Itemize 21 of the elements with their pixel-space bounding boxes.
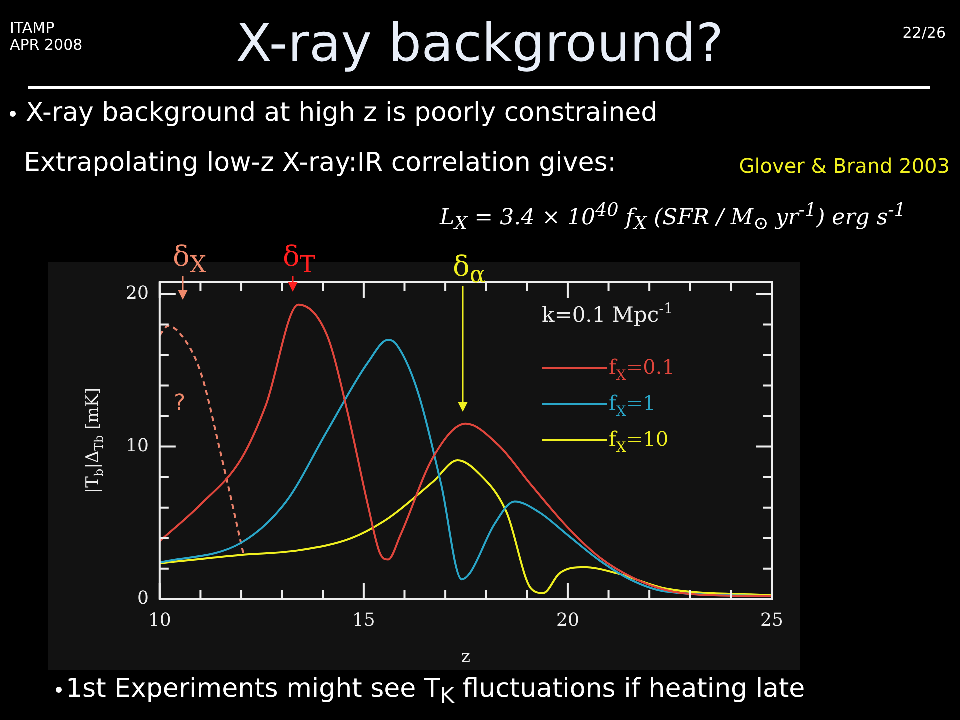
chart-title: X-ray background? (236, 14, 724, 74)
y-tick-label: 10 (126, 435, 149, 456)
y-axis-title: |Tb|ΔTb [mK] (82, 388, 106, 494)
x-axis-title: z (461, 647, 470, 667)
text: δ$_{T}$ (283, 240, 316, 279)
annotation: ? (174, 391, 186, 416)
x-tick-label: 25 (760, 610, 784, 631)
text: 1st Experiments might see T$_{K}$ fluctuations if heating late (66, 674, 806, 710)
x-tick-label: 15 (352, 610, 376, 631)
x-tick-label: 10 (148, 610, 172, 631)
text: L$_{X}$ = 3.4 × 10$^{40}$ f$_{X}$ (SFR / M$_{⊙}$ yr$^{-1}$) erg s$^{-1}$ (440, 200, 906, 235)
text: X-ray background at high z is poorly constrained (26, 98, 658, 128)
text: Glover & Brand 2003 (739, 154, 950, 178)
annotation: δ$_{α}$ (453, 250, 486, 289)
y-tick-label: 0 (137, 588, 149, 610)
text: δ$_{X}$ (173, 240, 206, 279)
text: Extrapolating low-z X-ray:IR correlation gives: (24, 148, 617, 178)
y-tick-label: 20 (126, 282, 149, 304)
text: 22/26 (902, 24, 946, 42)
text: ITAMP APR 2008 (10, 19, 83, 54)
x-tick-label: 20 (556, 610, 580, 631)
